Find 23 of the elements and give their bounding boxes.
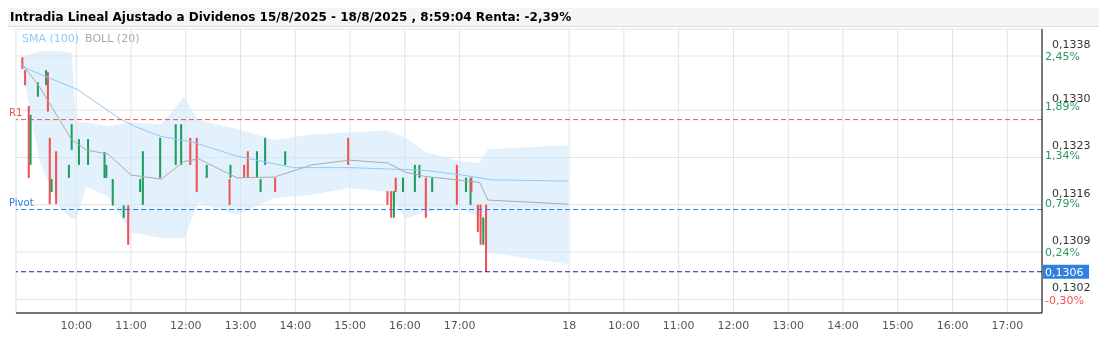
x-tick-label: 17:00	[443, 318, 476, 332]
y-tick-label: 0,1302	[1052, 281, 1091, 295]
y2-tick-label: -0,30%	[1045, 293, 1084, 307]
ref-line-label: R1	[9, 106, 23, 118]
chart-title: Intradia Lineal Ajustado a Dividenos 15/8/2025 - 18/8/2025 , 8:59:04 Renta: -2,39%	[8, 8, 1099, 27]
y2-tick-label: 2,45%	[1045, 50, 1080, 64]
x-tick-label: 10:00	[60, 318, 93, 332]
y-tick-label: 0,1338	[1052, 38, 1091, 52]
y2-tick-label: 0,24%	[1045, 245, 1080, 259]
y2-tick-label: 0,79%	[1045, 197, 1080, 211]
x-tick-label: 16:00	[389, 318, 421, 332]
x2-tick-label: 18	[562, 318, 577, 332]
x-tick-label: 11:00	[115, 318, 147, 332]
x-tick-label: 15:00	[334, 318, 366, 332]
ref-line-label: 0,1306	[1045, 265, 1084, 279]
x-tick-label: 12:00	[169, 318, 202, 332]
y-tick-label: 0,1316	[1052, 186, 1091, 200]
series-label: SMA (100)	[22, 32, 80, 45]
x-tick-label: 14:00	[279, 318, 312, 332]
text: BOLL (20)	[85, 32, 140, 45]
ref-line-label: Pivot	[9, 196, 34, 208]
x-tick-label: 13:00	[224, 318, 257, 332]
y-tick-label: 0,1309	[1052, 234, 1091, 248]
